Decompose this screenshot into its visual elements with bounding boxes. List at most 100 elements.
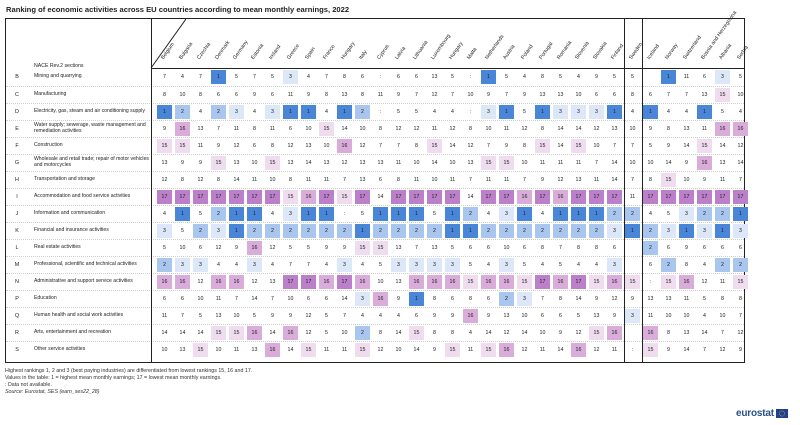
rank-cell: 6 <box>649 262 652 268</box>
rank-cell: 9 <box>739 347 742 353</box>
rank-cell: 16 <box>643 326 658 340</box>
rank-cell: 9 <box>397 92 400 98</box>
rank-cell: 7 <box>307 262 310 268</box>
rank-cell: 13 <box>593 313 600 319</box>
rank-cell: 17 <box>589 190 604 204</box>
rank-cell: 7 <box>451 92 454 98</box>
rank-cell: 4 <box>433 109 436 115</box>
rank-cell: 13 <box>647 296 654 302</box>
column-header-belgium: Belgium <box>157 19 176 65</box>
row-label: Other service activities <box>34 346 86 353</box>
rank-cell: 16 <box>211 275 226 289</box>
rank-cell: 3 <box>733 224 748 238</box>
rank-cell: 13 <box>539 92 546 98</box>
rank-cell <box>625 326 640 340</box>
rank-cell: 16 <box>265 343 280 357</box>
rank-cell: 16 <box>607 326 622 340</box>
rank-cell: 1 <box>445 224 460 238</box>
row-code: L <box>15 245 19 251</box>
column-header-latvia: Latvia <box>391 19 407 65</box>
table-row: G Wholesale and retail trade; repair of m… <box>6 154 744 171</box>
rank-cell: 4 <box>217 262 220 268</box>
table-row: F Construction 15 15 11 9 12 6 8 12 13 10 16 12 7 7 8 15 1… <box>6 137 744 154</box>
rank-cell: 11 <box>683 74 690 80</box>
rank-cell: 8 <box>451 330 454 336</box>
column-header-portugal: Portugal <box>535 19 554 65</box>
table-row: Q Human health and social work activities… <box>6 307 744 324</box>
rank-cell: 6 <box>325 296 328 302</box>
rank-cell: 5 <box>703 296 706 302</box>
rank-cell: 8 <box>253 126 256 132</box>
rank-cell: 8 <box>559 296 562 302</box>
rank-cell: 12 <box>377 347 384 353</box>
rank-cell: 9 <box>559 330 562 336</box>
rank-cell: 3 <box>589 105 604 119</box>
rank-cell: 6 <box>523 245 526 251</box>
rank-cell: 3 <box>499 258 514 272</box>
rank-cell: 16 <box>517 190 532 204</box>
row-header-label: NACE Rev.2 sections <box>34 63 84 69</box>
rank-cell: 12 <box>503 330 510 336</box>
rank-cell: 15 <box>409 326 424 340</box>
rank-cell: 4 <box>307 74 310 80</box>
rank-cell: 1 <box>229 207 244 221</box>
rank-cell: 2 <box>589 224 604 238</box>
rank-cell: 1 <box>643 105 658 119</box>
rank-cell: 8 <box>667 126 670 132</box>
rank-cell: 16 <box>283 326 298 340</box>
rank-cell: 6 <box>559 313 562 319</box>
rank-cell: 8 <box>577 245 580 251</box>
rank-cell: 13 <box>215 313 222 319</box>
footnotes: Highest rankings 1, 2 and 3 (best paying… <box>5 368 252 396</box>
column-header-greece: Greece <box>283 19 301 65</box>
rank-cell: 5 <box>253 313 256 319</box>
rank-cell: 16 <box>175 275 190 289</box>
column-header-sweden: Sweden <box>625 19 644 65</box>
country-label: Ireland <box>268 44 283 61</box>
rank-cell: 6 <box>541 313 544 319</box>
rank-cell: 7 <box>271 296 274 302</box>
rank-cell: 13 <box>431 245 438 251</box>
rank-cell: 12 <box>413 126 420 132</box>
rank-cell: 5 <box>667 211 670 217</box>
rank-cell: 9 <box>433 347 436 353</box>
rank-cell: 15 <box>589 326 604 340</box>
rank-cell: 11 <box>197 143 204 149</box>
rank-cell: 7 <box>415 92 418 98</box>
country-label: Estonia <box>250 42 266 61</box>
rank-cell: 15 <box>643 343 658 357</box>
rank-cell: 9 <box>703 177 706 183</box>
rank-cell: 8 <box>415 143 418 149</box>
rank-cell: 1 <box>733 207 748 221</box>
rank-cell: 10 <box>467 92 474 98</box>
country-label: Albania <box>718 42 734 61</box>
rank-cell: 10 <box>179 92 186 98</box>
rank-cell: 3 <box>607 224 622 238</box>
rank-cell: 7 <box>235 296 238 302</box>
rank-cell: 6 <box>163 296 166 302</box>
rank-cell: 5 <box>325 330 328 336</box>
table-row: R Arts, entertainment and recreation 14 14 1… <box>6 324 744 341</box>
rank-cell: 14 <box>161 330 168 336</box>
rank-cell: 6 <box>235 92 238 98</box>
rank-cell: 16 <box>445 275 460 289</box>
country-label: Cyprus <box>376 43 391 61</box>
rank-cell: 15 <box>499 156 514 170</box>
rank-cell: 8 <box>361 92 364 98</box>
rank-cell: 12 <box>251 279 258 285</box>
rank-cell: 17 <box>571 190 586 204</box>
row-label: Transportation and storage <box>34 176 95 183</box>
rank-cell: 14 <box>269 330 276 336</box>
rank-cell: 1 <box>283 105 298 119</box>
rank-cell: 1 <box>463 224 478 238</box>
header-rule <box>151 68 745 69</box>
rank-cell: 1 <box>409 207 424 221</box>
rank-cell: 17 <box>481 190 496 204</box>
rank-cell: 15 <box>697 139 712 153</box>
rank-cell: 11 <box>539 347 546 353</box>
rank-cell: 11 <box>323 347 330 353</box>
rank-cell: 2 <box>715 207 730 221</box>
rank-cell: 2 <box>625 207 640 221</box>
group-separator <box>641 19 643 362</box>
rank-cell: 15 <box>661 173 676 187</box>
